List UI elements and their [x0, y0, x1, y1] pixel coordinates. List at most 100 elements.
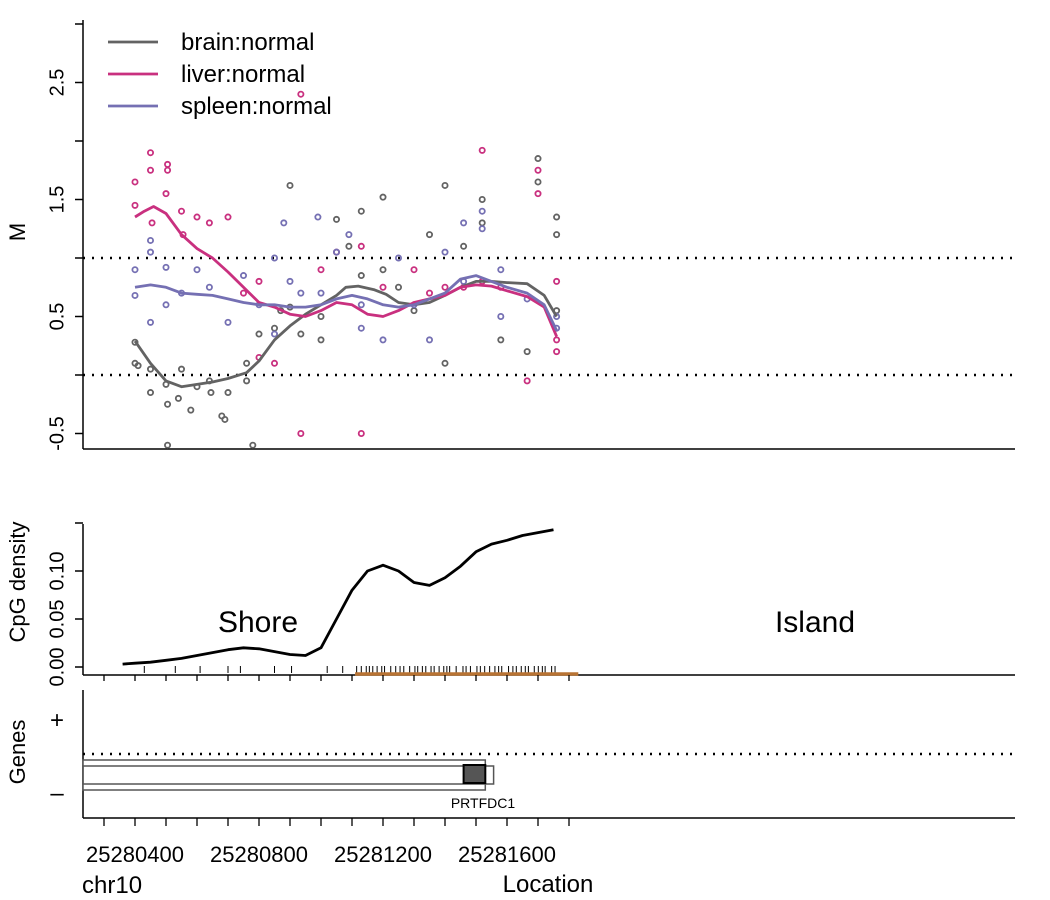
spleen-point: [478, 207, 486, 215]
liver-point: [357, 429, 365, 437]
brain-point: [497, 336, 505, 344]
liver-point: [425, 289, 433, 297]
spleen-point: [286, 277, 294, 285]
brain-point: [286, 181, 294, 189]
spleen-point: [146, 318, 154, 326]
annotation-island: Island: [775, 606, 855, 639]
brain-point: [394, 283, 402, 291]
liver-point: [205, 219, 213, 227]
spleen-point: [205, 283, 213, 291]
liver-point: [162, 190, 170, 198]
y-tick-label: 0.10: [46, 552, 68, 591]
liver-point: [270, 359, 278, 367]
legend-label: liver:normal: [181, 61, 305, 88]
brain-point: [187, 406, 195, 414]
brain-point: [332, 215, 340, 223]
spleen-point: [345, 231, 353, 239]
liver-point: [297, 429, 305, 437]
brain-point: [534, 178, 542, 186]
brain-point: [460, 242, 468, 250]
brain-point: [345, 242, 353, 250]
brain-point: [131, 338, 139, 346]
liver-point: [534, 166, 542, 174]
spleen-point: [162, 301, 170, 309]
brain-point: [146, 389, 154, 397]
spleen-point: [357, 324, 365, 332]
brain-point: [553, 213, 561, 221]
liver-point: [239, 289, 247, 297]
y-axis-label-cpg-density: CpG density: [5, 521, 30, 642]
liver-smooth-line: [134, 205, 558, 337]
brain-point: [478, 195, 486, 203]
spleen-point: [379, 336, 387, 344]
spleen-point: [317, 289, 325, 297]
liver-point: [131, 178, 139, 186]
spleen-point: [224, 318, 232, 326]
genes-panel: PRTFDC1 + – Genes: [5, 690, 1015, 819]
liver-point: [193, 213, 201, 221]
brain-point: [177, 365, 185, 373]
gene-transcript-inner: [82, 765, 495, 785]
liver-point: [553, 277, 561, 285]
cpg-density-line: [122, 528, 554, 666]
spleen-point: [162, 263, 170, 271]
y-tick-label: -0.5: [46, 416, 68, 450]
liver-point: [146, 166, 154, 174]
spleen-point: [478, 225, 486, 233]
x-tick-label: 25280400: [86, 842, 184, 867]
brain-point: [478, 219, 486, 227]
gene-outline: [82, 759, 487, 791]
chromosome-label: chr10: [82, 872, 142, 899]
spleen-point: [131, 266, 139, 274]
spleen-point: [314, 213, 322, 221]
y-tick-label: 2.5: [46, 69, 68, 97]
brain-point: [207, 389, 215, 397]
liver-point: [131, 201, 139, 209]
spleen-point: [497, 312, 505, 320]
liver-point: [357, 242, 365, 250]
liver-point: [441, 283, 449, 291]
spleen-point: [146, 236, 154, 244]
legend-label: brain:normal: [181, 29, 314, 56]
liver-point: [553, 336, 561, 344]
spleen-point: [460, 219, 468, 227]
brain-point: [425, 231, 433, 239]
brain-point: [134, 362, 142, 370]
spleen-point: [270, 254, 278, 262]
liver-point: [379, 283, 387, 291]
strand-minus: –: [50, 780, 64, 807]
spleen-point: [357, 301, 365, 309]
liver-point: [297, 90, 305, 98]
spleen-point: [332, 248, 340, 256]
y-axis-label-m: M: [5, 223, 30, 241]
brain-point: [270, 324, 278, 332]
liver-point: [523, 377, 531, 385]
liver-point: [164, 160, 172, 168]
brain-point: [249, 441, 257, 449]
legend: brain:normal liver:normal spleen:normal: [108, 29, 332, 120]
y-tick-label: 0.05: [46, 600, 68, 639]
brain-point: [317, 312, 325, 320]
x-axis-label: Location: [503, 871, 594, 898]
liver-point: [553, 348, 561, 356]
spleen-point: [394, 254, 402, 262]
y-tick-label: 1.5: [46, 186, 68, 214]
y-tick-label: 0.5: [46, 303, 68, 331]
gene-exon: [462, 764, 487, 784]
brain-point: [317, 336, 325, 344]
spleen-point: [425, 336, 433, 344]
brain-point: [357, 207, 365, 215]
brain-point: [255, 330, 263, 338]
liver-point: [410, 266, 418, 274]
brain-point: [146, 365, 154, 373]
brain-point: [441, 359, 449, 367]
brain-point: [164, 441, 172, 449]
brain-smooth-line: [133, 280, 558, 389]
liver-point: [224, 213, 232, 221]
brain-point: [379, 266, 387, 274]
liver-point: [146, 149, 154, 157]
brain-point: [297, 330, 305, 338]
brain-point: [357, 272, 365, 280]
brain-point: [243, 377, 251, 385]
